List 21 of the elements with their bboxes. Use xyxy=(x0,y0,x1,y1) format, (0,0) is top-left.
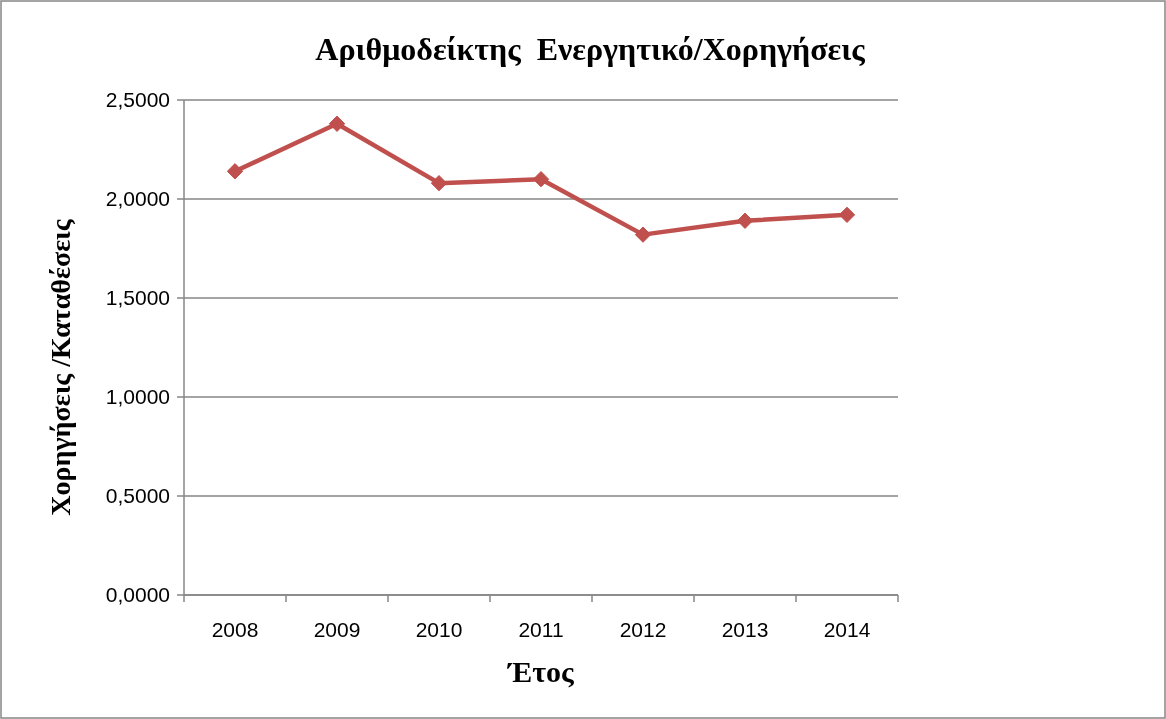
y-axis-title: Χορηγήσεις /Καταθέσεις xyxy=(45,218,76,516)
x-axis-title: Έτος xyxy=(506,655,575,688)
point xyxy=(736,212,754,229)
point xyxy=(226,163,244,180)
y-tick-label: 2,0000 xyxy=(105,187,170,211)
x-tick-label: 2009 xyxy=(313,618,361,641)
point xyxy=(532,171,550,188)
x-tick-label: 2010 xyxy=(415,618,463,641)
y-tick-label: 2,5000 xyxy=(105,88,170,112)
x-tick-label: 2011 xyxy=(518,618,564,641)
x-tick-label: 2013 xyxy=(721,618,769,641)
y-tick-label: 1,0000 xyxy=(105,385,170,409)
x-tick-label: 2012 xyxy=(619,618,667,641)
y-tick-label: 0,0000 xyxy=(105,583,170,607)
x-tick-label: 2008 xyxy=(211,618,259,641)
point xyxy=(328,115,346,132)
y-tick-label: 0,5000 xyxy=(105,484,170,508)
y-tick-label: 1,5000 xyxy=(105,286,170,310)
chart-title: Αριθμοδείκτης Ενεργητικό/Χορηγήσεις xyxy=(315,31,866,67)
x-tick-label: 2014 xyxy=(823,618,871,641)
point xyxy=(634,226,652,243)
